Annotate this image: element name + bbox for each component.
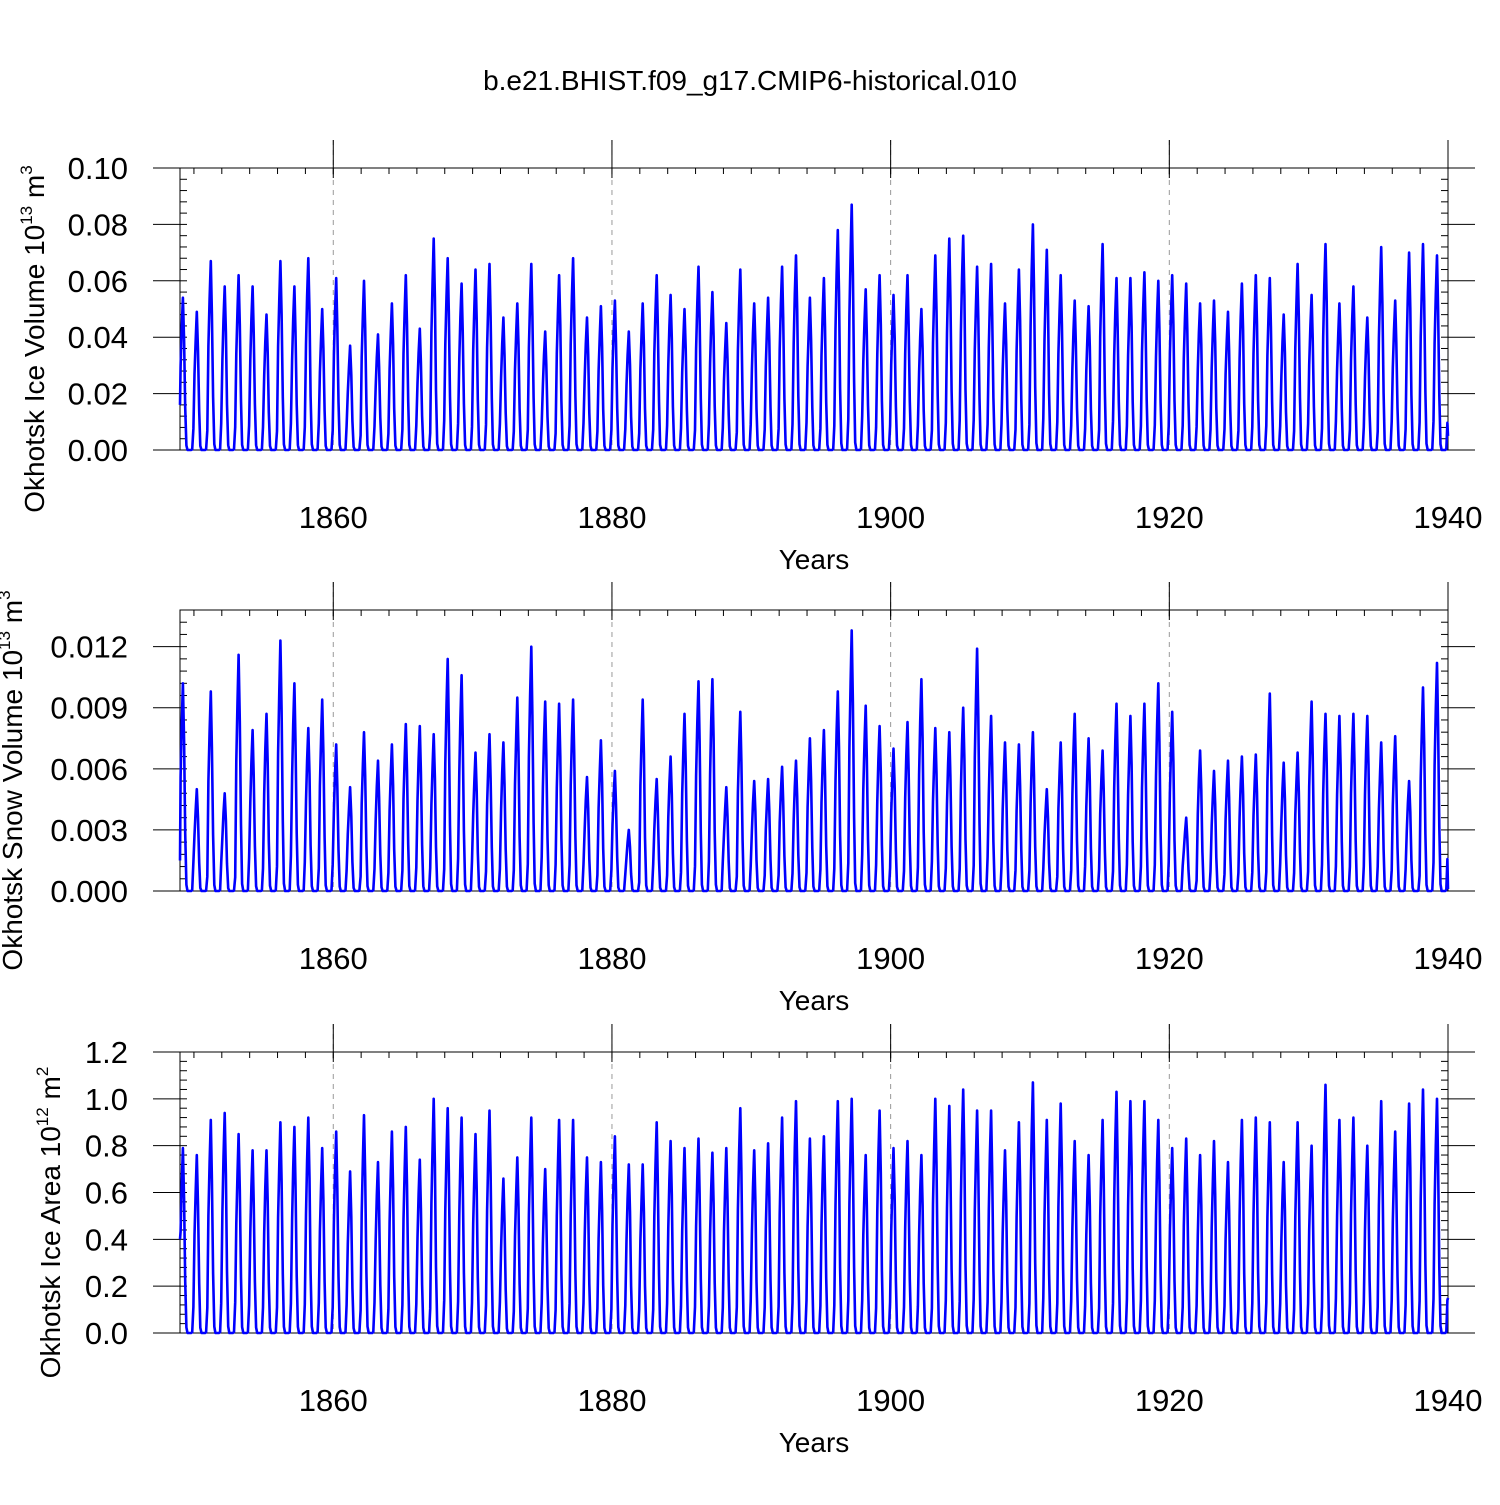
x-tick-label: 1920 bbox=[1135, 500, 1204, 535]
x-axis-label: Years bbox=[779, 1427, 850, 1458]
x-tick-label: 1860 bbox=[299, 1383, 368, 1418]
x-axis-label: Years bbox=[779, 544, 850, 575]
y-tick-label: 0.02 bbox=[68, 377, 128, 412]
y-tick-label: 0.003 bbox=[50, 813, 128, 848]
y-tick-label: 0.0 bbox=[85, 1316, 128, 1351]
x-tick-label: 1920 bbox=[1135, 1383, 1204, 1418]
y-tick-label: 0.012 bbox=[50, 630, 128, 665]
y-tick-label: 0.06 bbox=[68, 264, 128, 299]
series-line-1 bbox=[178, 203, 1450, 452]
series-line-3 bbox=[178, 1081, 1450, 1335]
x-tick-label: 1940 bbox=[1414, 941, 1483, 976]
y-tick-label: 0.006 bbox=[50, 752, 128, 787]
panel-2: 0.000 0.003 0.006 0.009 0.012 1860 1880 1900 192… bbox=[0, 582, 1482, 1016]
x-tick-label: 1880 bbox=[577, 941, 646, 976]
x-tick-label: 1900 bbox=[856, 500, 925, 535]
y-tick-label: 0.4 bbox=[85, 1222, 128, 1257]
y-tick-label: 0.2 bbox=[85, 1269, 128, 1304]
x-tick-label: 1920 bbox=[1135, 941, 1204, 976]
y-tick-label: 0.009 bbox=[50, 691, 128, 726]
y-axis-label: Okhotsk Ice Volume 1013 m3 bbox=[17, 165, 50, 512]
series-line-2 bbox=[178, 629, 1450, 893]
panels-container: 0.00 0.02 0.04 0.06 0.08 0.10 1860 1880 1900 1920… bbox=[0, 140, 1482, 1458]
chart-title: b.e21.BHIST.f09_g17.CMIP6-historical.010 bbox=[483, 65, 1017, 96]
y-axis-label: Okhotsk Ice Area 1012 m2 bbox=[33, 1067, 66, 1379]
y-tick-label: 0.6 bbox=[85, 1176, 128, 1211]
y-tick-label: 1.0 bbox=[85, 1082, 128, 1117]
x-tick-label: 1860 bbox=[299, 941, 368, 976]
y-tick-label: 0.8 bbox=[85, 1129, 128, 1164]
y-tick-label: 0.04 bbox=[68, 320, 128, 355]
y-axis-label: Okhotsk Snow Volume 1013 m3 bbox=[0, 590, 28, 970]
x-tick-label: 1900 bbox=[856, 941, 925, 976]
x-axis-label: Years bbox=[779, 985, 850, 1016]
x-tick-label: 1940 bbox=[1414, 500, 1483, 535]
y-tick-label: 0.00 bbox=[68, 433, 128, 468]
panel-1: 0.00 0.02 0.04 0.06 0.08 0.10 1860 1880 1900 1920… bbox=[17, 140, 1482, 575]
panel-3: 0.0 0.2 0.4 0.6 0.8 1.0 1.2 1860 1880 1900 1920 194… bbox=[33, 1024, 1482, 1458]
x-tick-label: 1880 bbox=[577, 500, 646, 535]
x-tick-label: 1860 bbox=[299, 500, 368, 535]
y-tick-label: 1.2 bbox=[85, 1035, 128, 1070]
y-tick-label: 0.10 bbox=[68, 151, 128, 186]
x-tick-label: 1880 bbox=[577, 1383, 646, 1418]
y-tick-label: 0.08 bbox=[68, 207, 128, 242]
x-tick-label: 1940 bbox=[1414, 1383, 1483, 1418]
y-tick-label: 0.000 bbox=[50, 874, 128, 909]
x-tick-label: 1900 bbox=[856, 1383, 925, 1418]
